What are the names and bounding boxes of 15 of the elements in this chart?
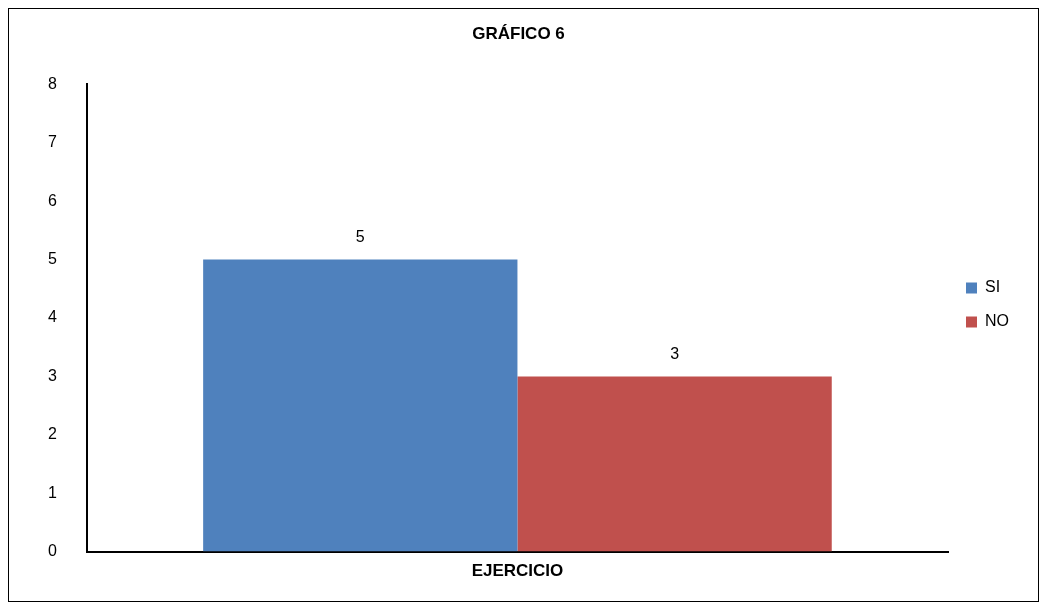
chart-title: GRÁFICO 6 bbox=[472, 23, 565, 43]
y-tick-label: 1 bbox=[47, 483, 57, 501]
y-tick-label: 8 bbox=[47, 74, 57, 92]
data-label: 3 bbox=[670, 344, 680, 362]
y-tick-label: 4 bbox=[47, 308, 57, 326]
legend-label: SI bbox=[985, 278, 1001, 296]
y-tick-label: 0 bbox=[47, 542, 57, 560]
x-tick-label: EJERCICIO bbox=[471, 561, 564, 581]
y-tick-label: 7 bbox=[47, 133, 57, 151]
y-tick-label: 2 bbox=[47, 425, 57, 443]
y-tick-label: 6 bbox=[47, 191, 57, 209]
y-tick-label: 5 bbox=[47, 250, 57, 268]
y-tick-label: 3 bbox=[47, 366, 57, 384]
legend-label: NO bbox=[985, 312, 1009, 330]
data-label: 5 bbox=[355, 228, 365, 246]
